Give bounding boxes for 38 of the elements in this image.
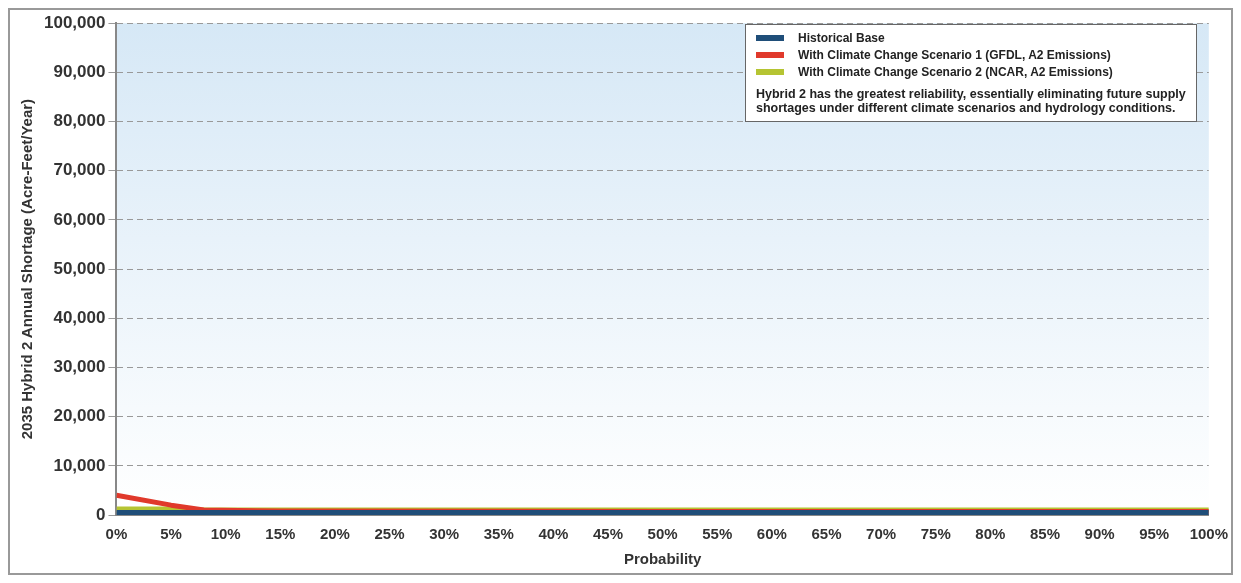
y-axis-title: 2035 Hybrid 2 Annual Shortage (Acre-Feet/Year) [18,98,36,440]
y-tick-label: 40,000 [53,307,106,327]
y-tick-label: 20,000 [53,406,106,426]
y-tick-label: 0 [95,504,106,524]
x-tick-label: 70% [866,525,897,543]
x-tick-label: 40% [538,525,569,543]
x-tick-label: 55% [702,525,733,543]
y-tick-label: 60,000 [53,209,106,229]
annotation: Hybrid 2 has the greatest reliability, essentially eliminating future supply shortages under different climate scenarios and hydrology conditions. [756,87,1186,115]
x-tick-label: 80% [975,525,1006,543]
x-tick-label: 65% [811,525,842,543]
x-tick-label: 50% [647,525,678,543]
legend-label: Historical Base [798,31,885,45]
legend-label: With Climate Change Scenario 1 (GFDL, A2 Emissions) [798,48,1111,62]
x-tick-label: 90% [1084,525,1115,543]
x-tick-label: 5% [160,525,182,543]
x-tick-label: 100% [1189,525,1229,543]
x-tick-label: 20% [319,525,350,543]
x-tick-label: 25% [374,525,405,543]
x-tick-label: 95% [1139,525,1170,543]
x-tick-label: 60% [756,525,787,543]
x-tick-label: 85% [1029,525,1060,543]
y-tick-label: 30,000 [53,357,106,377]
x-tick-label: 0% [105,525,128,543]
x-tick-label: 30% [429,525,460,543]
y-tick-label: 80,000 [53,111,106,131]
x-tick-label: 75% [920,525,951,543]
x-tick-label: 45% [593,525,624,543]
y-tick-label: 90,000 [53,62,106,82]
legend-label: With Climate Change Scenario 2 (NCAR, A2 Emissions) [798,65,1113,79]
y-tick-label: 100,000 [44,12,106,32]
x-tick-label: 10% [210,525,241,543]
y-tick-label: 10,000 [53,455,106,475]
x-tick-label: 15% [265,525,296,543]
x-axis-title: Probability [623,550,703,568]
y-tick-label: 50,000 [53,258,106,278]
x-tick-label: 35% [483,525,514,543]
y-tick-label: 70,000 [53,160,106,180]
